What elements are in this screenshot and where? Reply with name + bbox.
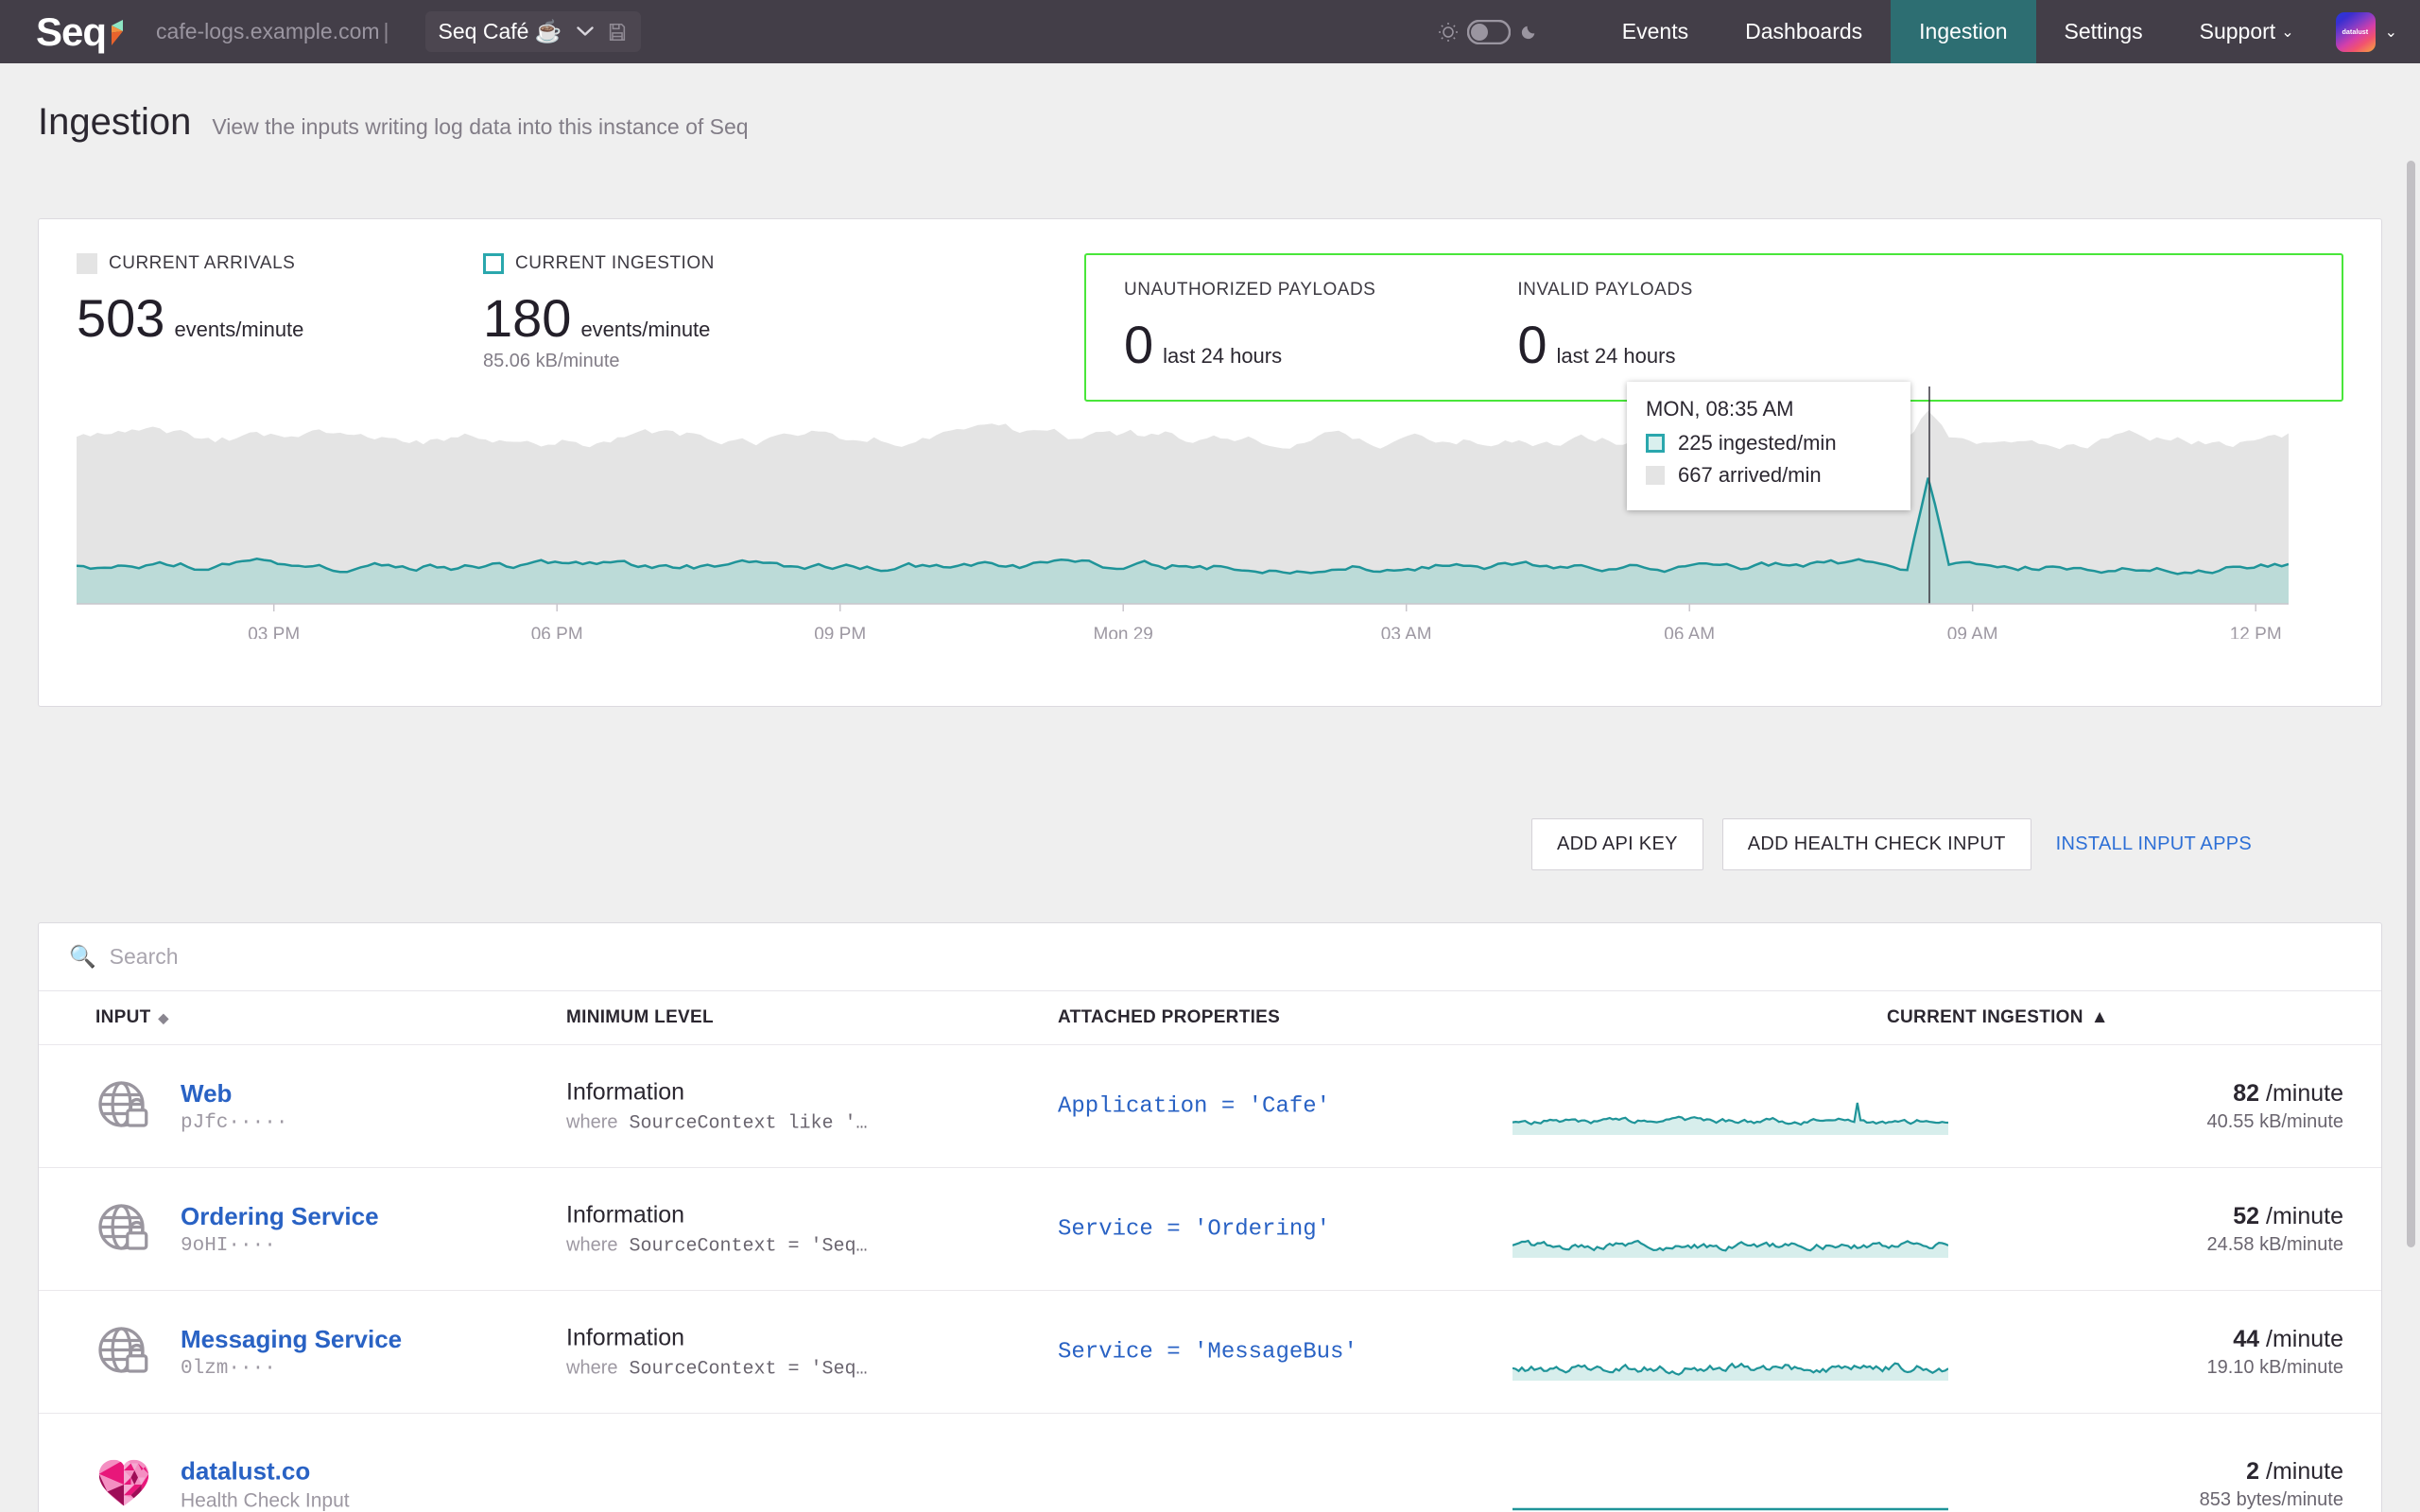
svg-text:12 PM: 12 PM	[2230, 625, 2282, 639]
svg-text:09 PM: 09 PM	[814, 625, 866, 639]
svg-text:03 AM: 03 AM	[1381, 625, 1432, 639]
svg-text:Mon 29: Mon 29	[1094, 625, 1153, 639]
svg-text:06 PM: 06 PM	[531, 625, 583, 639]
svg-text:06 AM: 06 AM	[1664, 625, 1715, 639]
svg-text:09 AM: 09 AM	[1947, 625, 1998, 639]
svg-text:03 PM: 03 PM	[248, 625, 300, 639]
